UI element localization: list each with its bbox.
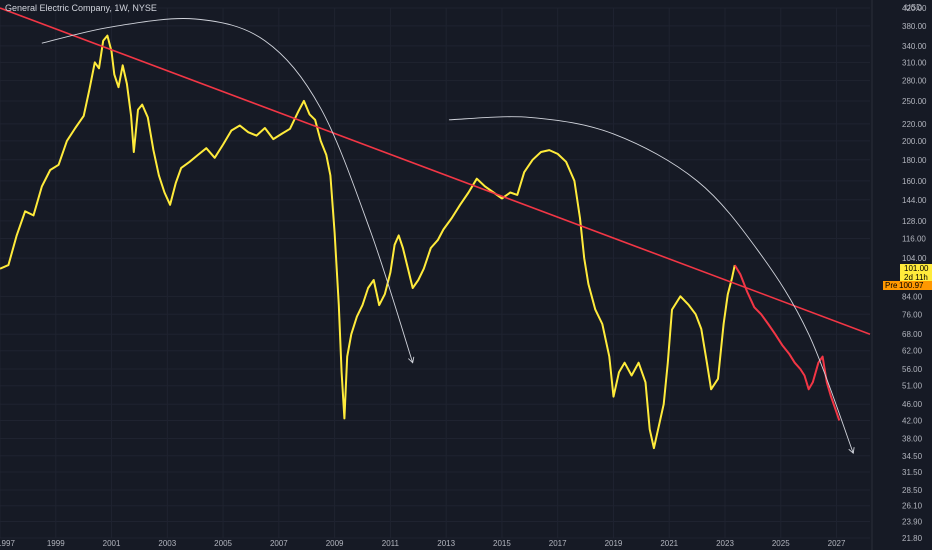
y-tick-label: 28.50 [902, 486, 923, 495]
y-tick-label: 420.00 [902, 4, 927, 13]
x-tick-label: 2023 [716, 539, 734, 548]
y-tick-label: 340.00 [902, 42, 927, 51]
arc-projection-1 [41, 18, 414, 363]
y-tick-label: 38.00 [902, 434, 923, 443]
y-tick-label: 21.80 [902, 534, 923, 543]
premarket-label: Pre [885, 281, 898, 290]
price-axis[interactable]: 420.00 380.00 340.00 310.00 280.00 250.00 220.… [902, 4, 927, 543]
last-price-badge: 101.00 2d 11h [900, 264, 932, 282]
x-tick-label: 2005 [214, 539, 232, 548]
x-tick-label: 2011 [382, 539, 400, 548]
y-tick-label: 62.00 [902, 347, 923, 356]
bar-countdown: 2d 11h [904, 273, 928, 282]
y-tick-label: 250.00 [902, 97, 927, 106]
currency-label: USD [905, 3, 922, 12]
arc-arrowhead [408, 356, 415, 364]
y-tick-label: 42.00 [902, 417, 923, 426]
premarket-badge: Pre 100.97 [883, 281, 932, 290]
grid [0, 0, 873, 550]
x-tick-label: 2009 [326, 539, 344, 548]
last-price-value: 101.00 [904, 264, 929, 273]
x-tick-label: 1999 [47, 539, 65, 548]
x-tick-label: 2021 [660, 539, 678, 548]
time-axis[interactable]: 1997 1999 2001 2003 2005 2007 2009 2011 2013 2015… [0, 539, 846, 548]
x-tick-label: 2007 [270, 539, 288, 548]
price-line-recent [733, 264, 841, 421]
y-tick-label: 68.00 [902, 330, 923, 339]
y-tick-label: 144.00 [902, 196, 927, 205]
y-tick-label: 56.00 [902, 365, 923, 374]
x-tick-label: 2019 [605, 539, 623, 548]
y-tick-label: 280.00 [902, 77, 927, 86]
y-tick-label: 26.10 [902, 502, 923, 511]
y-tick-label: 104.00 [902, 254, 927, 263]
x-tick-label: 2003 [158, 539, 176, 548]
x-tick-label: 2013 [437, 539, 455, 548]
y-tick-label: 310.00 [902, 58, 927, 67]
trendline [0, 7, 871, 335]
x-tick-label: 2001 [103, 539, 121, 548]
y-tick-label: 84.00 [902, 292, 923, 301]
y-tick-label: 31.50 [902, 468, 923, 477]
y-tick-label: 46.00 [902, 400, 923, 409]
y-tick-label: 220.00 [902, 120, 927, 129]
x-tick-label: 2015 [493, 539, 511, 548]
y-tick-label: 380.00 [902, 22, 927, 31]
arc-arrowhead [848, 447, 855, 455]
x-tick-label: 2017 [549, 539, 567, 548]
arc-projection-2 [448, 116, 854, 454]
y-tick-label: 51.00 [902, 382, 923, 391]
x-tick-label: 2025 [772, 539, 790, 548]
y-tick-label: 23.90 [902, 518, 923, 527]
y-tick-label: 34.50 [902, 452, 923, 461]
y-tick-label: 200.00 [902, 137, 927, 146]
y-tick-label: 128.00 [902, 217, 927, 226]
premarket-price: 100.97 [899, 281, 924, 290]
price-line-history [0, 34, 736, 450]
y-tick-label: 76.00 [902, 310, 923, 319]
chart-title: General Electric Company, 1W, NYSE [5, 3, 157, 13]
x-tick-label: 2027 [828, 539, 846, 548]
chart-annotations [0, 7, 871, 455]
y-tick-label: 116.00 [902, 235, 926, 244]
x-tick-label: 1997 [0, 539, 15, 548]
y-tick-label: 180.00 [902, 156, 927, 165]
y-tick-label: 160.00 [902, 177, 927, 186]
